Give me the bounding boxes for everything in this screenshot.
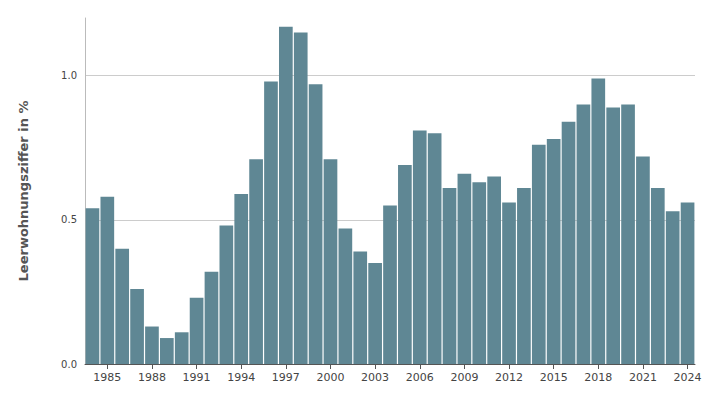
svg-text:1997: 1997 xyxy=(272,371,300,384)
svg-text:1994: 1994 xyxy=(227,371,255,384)
svg-text:2012: 2012 xyxy=(495,371,523,384)
svg-text:1985: 1985 xyxy=(93,371,121,384)
svg-text:Leerwohnungsziffer in %: Leerwohnungsziffer in % xyxy=(16,101,31,282)
svg-text:1.0: 1.0 xyxy=(61,70,77,81)
svg-text:2024: 2024 xyxy=(674,371,702,384)
svg-text:2009: 2009 xyxy=(450,371,478,384)
svg-text:1991: 1991 xyxy=(183,371,211,384)
svg-text:0.5: 0.5 xyxy=(61,214,77,225)
svg-text:1988: 1988 xyxy=(138,371,166,384)
svg-text:2021: 2021 xyxy=(629,371,657,384)
svg-text:2000: 2000 xyxy=(316,371,344,384)
svg-text:2003: 2003 xyxy=(361,371,389,384)
svg-text:2006: 2006 xyxy=(406,371,434,384)
svg-text:0.0: 0.0 xyxy=(61,359,77,370)
svg-text:2015: 2015 xyxy=(540,371,568,384)
svg-text:2018: 2018 xyxy=(584,371,612,384)
